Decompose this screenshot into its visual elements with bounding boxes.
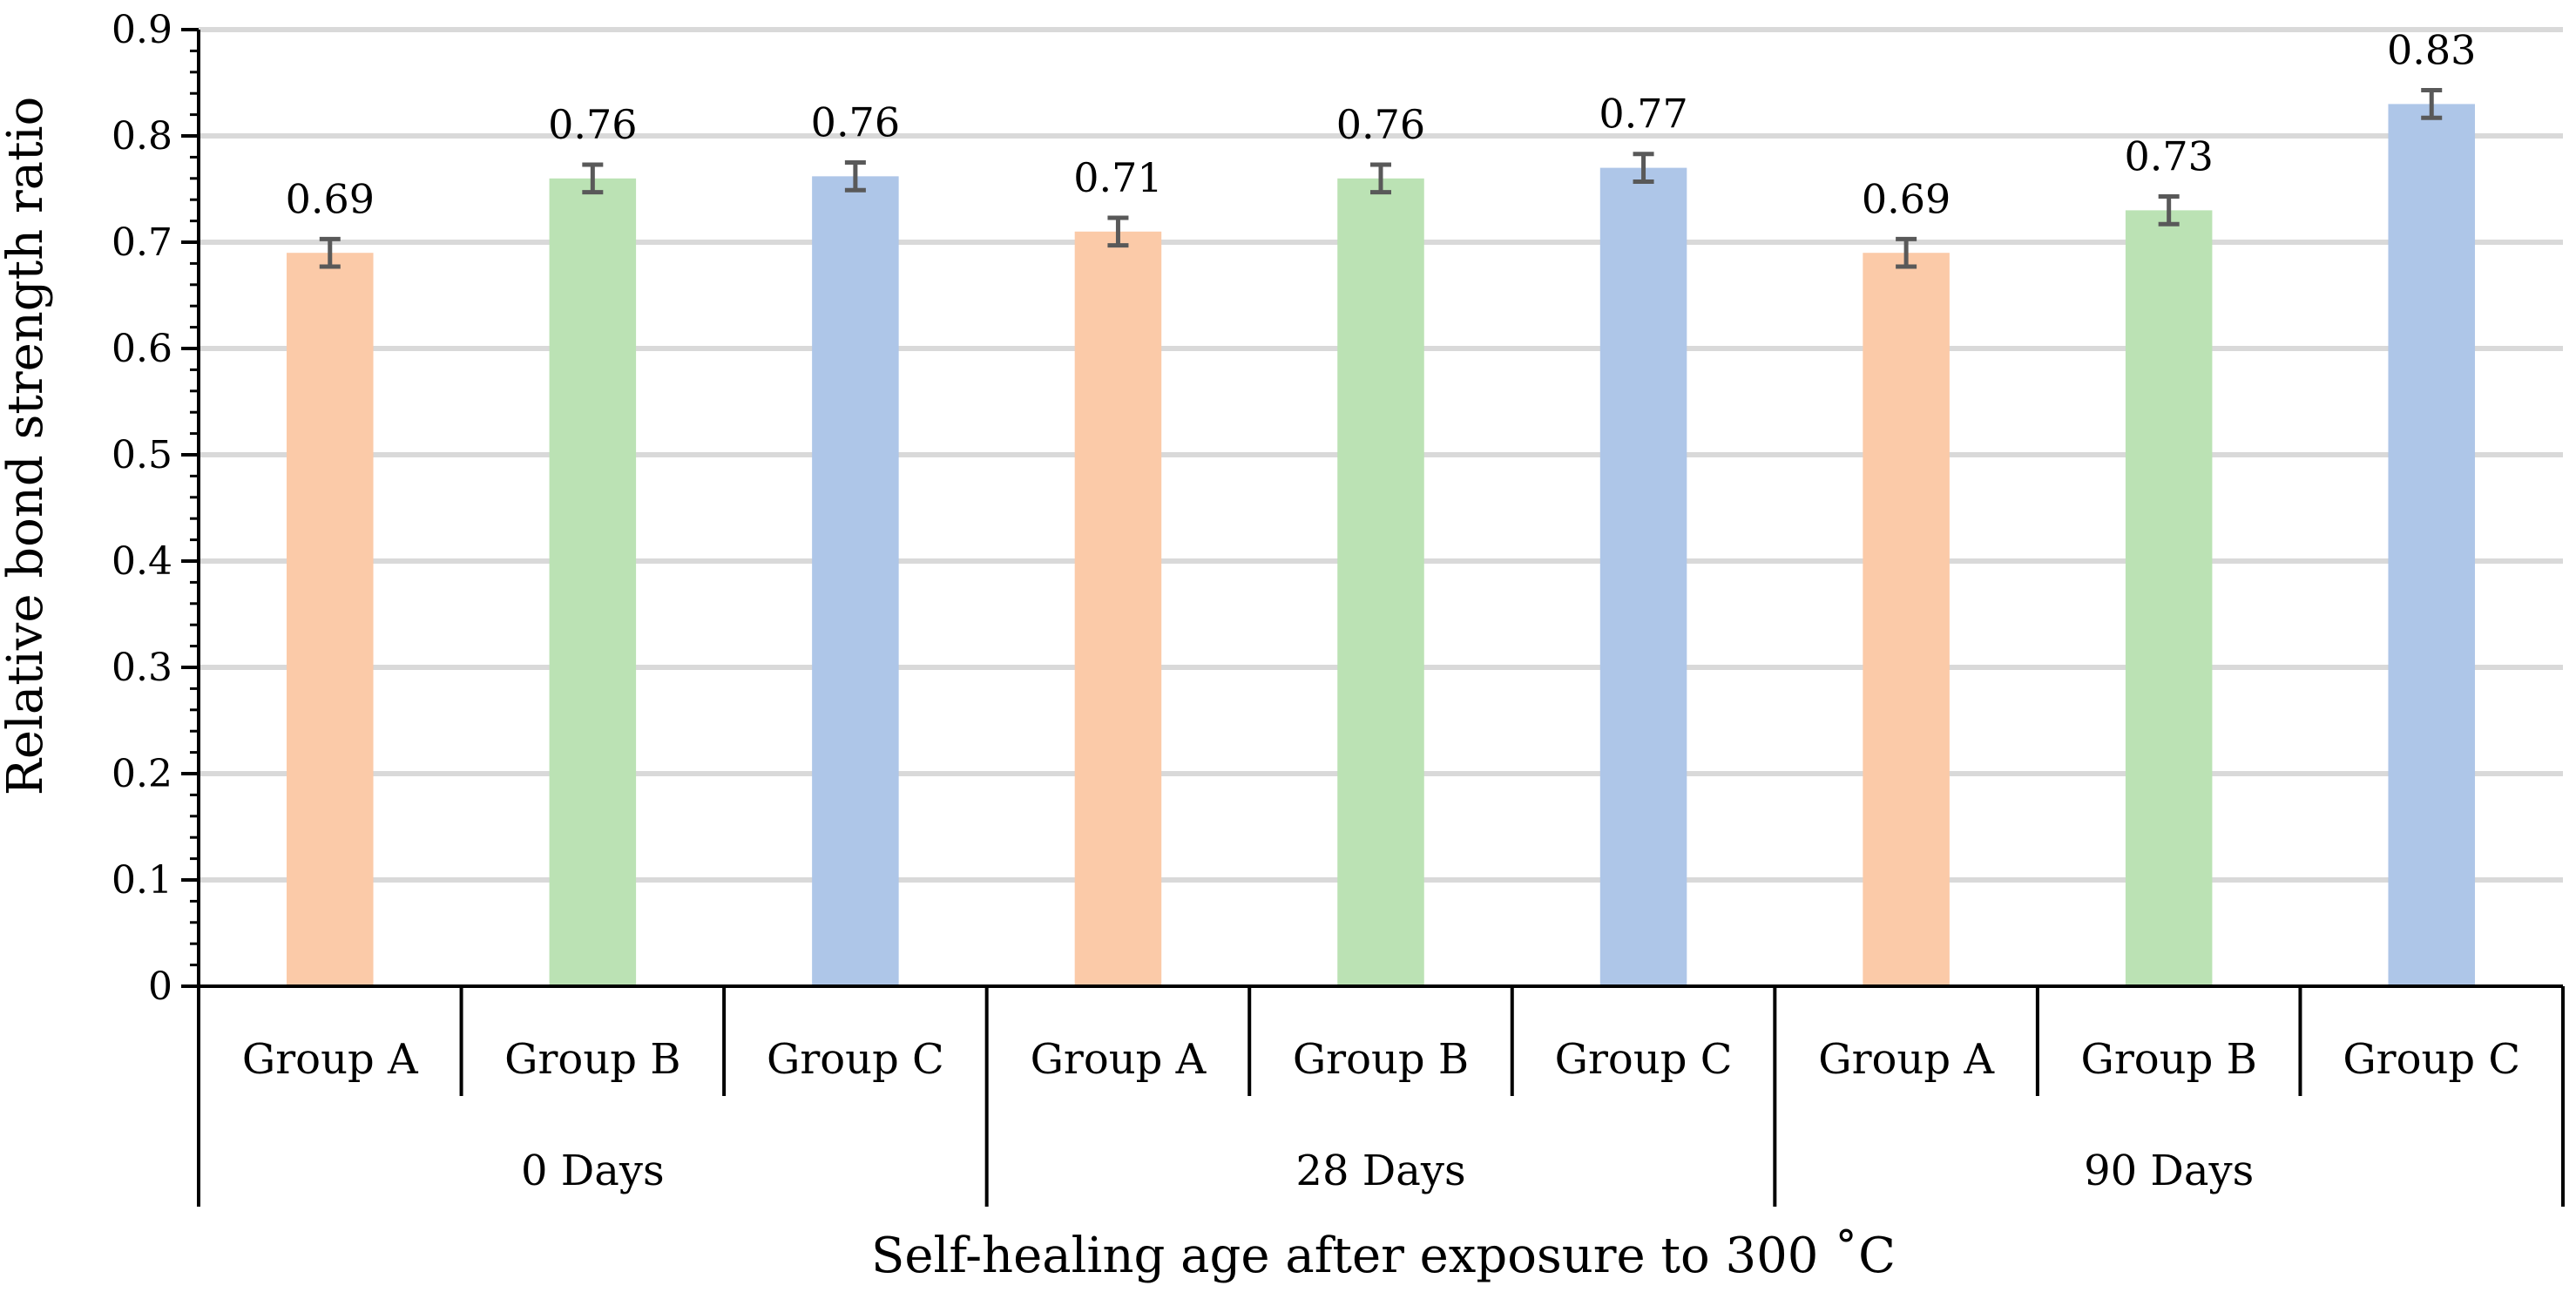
y-tick-label: 0.8 <box>112 114 172 159</box>
y-tick-label: 0.5 <box>112 433 172 477</box>
bar <box>1074 231 1162 986</box>
bar <box>2388 104 2475 986</box>
data-label: 0.73 <box>2124 133 2213 180</box>
category-label: Group A <box>242 1035 419 1084</box>
category-label: Group B <box>2080 1035 2256 1084</box>
bar <box>2125 210 2213 986</box>
group-label: 28 Days <box>1295 1147 1465 1195</box>
bar <box>812 176 899 987</box>
y-tick-label: 0.9 <box>112 8 172 52</box>
x-axis-title: Self-healing age after exposure to 300 ˚… <box>871 1228 1896 1284</box>
y-tick-labels: 0 0.1 0.2 0.3 0.4 0.5 0.6 0.7 0.8 0.9 <box>112 8 172 1009</box>
data-label: 0.83 <box>2387 27 2476 74</box>
data-label: 0.76 <box>1336 101 1425 148</box>
group-label: 0 Days <box>521 1147 665 1195</box>
data-label: 0.76 <box>548 101 637 148</box>
data-labels: 0.69 0.76 0.76 0.71 0.76 0.77 0.69 0.73 0.83 <box>286 27 2477 223</box>
category-label: Group C <box>1555 1035 1733 1084</box>
bar <box>287 253 374 986</box>
data-label: 0.69 <box>1862 175 1951 222</box>
y-tick-label: 0.7 <box>112 220 172 265</box>
y-tick-label: 0 <box>148 964 172 1009</box>
y-tick-label: 0.6 <box>112 327 172 371</box>
bar <box>1337 178 1424 987</box>
y-axis-title: Relative bond strength ratio <box>0 97 54 796</box>
category-label: Group B <box>504 1035 680 1084</box>
x-category-labels: Group A Group B Group C Group A Group B Group… <box>242 1035 2520 1084</box>
category-label: Group A <box>1031 1035 1207 1084</box>
x-group-labels: 0 Days 28 Days 90 Days <box>521 1147 2254 1195</box>
data-label: 0.71 <box>1073 154 1162 201</box>
category-label: Group A <box>1818 1035 1995 1084</box>
error-bars <box>319 88 2443 269</box>
bar <box>1599 167 1687 987</box>
axes <box>181 28 2565 1207</box>
y-tick-label: 0.3 <box>112 646 172 690</box>
category-label: Group B <box>1293 1035 1469 1084</box>
y-tick-label: 0.1 <box>112 858 172 903</box>
category-label: Group C <box>767 1035 944 1084</box>
bars <box>287 104 2475 987</box>
category-label: Group C <box>2343 1035 2520 1084</box>
data-label: 0.76 <box>811 99 900 146</box>
bar <box>1863 253 1950 986</box>
group-label: 90 Days <box>2084 1147 2254 1195</box>
bar <box>549 178 637 987</box>
y-tick-label: 0.2 <box>112 752 172 796</box>
data-label: 0.69 <box>286 175 375 222</box>
y-tick-label: 0.4 <box>112 539 172 584</box>
data-label: 0.77 <box>1599 91 1687 138</box>
